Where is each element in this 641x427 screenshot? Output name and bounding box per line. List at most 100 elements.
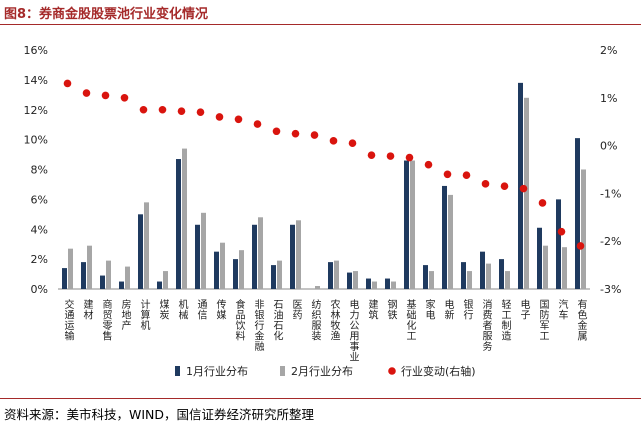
x-tick-label: 消费者服务 — [480, 298, 492, 352]
bar-jan — [157, 281, 162, 289]
change-marker — [386, 152, 395, 160]
legend-swatch-jan — [175, 366, 180, 376]
bar-jan — [328, 262, 333, 289]
bar-jan — [575, 138, 580, 289]
x-tick-label: 纺织服装 — [309, 298, 321, 342]
x-tick-label: 电新 — [442, 298, 454, 321]
bar-feb — [486, 263, 491, 289]
change-marker — [101, 91, 110, 100]
y-right-tick-label: -3% — [600, 283, 621, 296]
change-marker — [253, 120, 262, 128]
bar-jan — [119, 281, 124, 289]
change-marker — [82, 89, 91, 97]
x-tick-label: 交通运输 — [62, 298, 74, 342]
bar-feb — [524, 97, 529, 289]
y-right-tick-label: 0% — [600, 140, 617, 153]
x-tick-label: 汽车 — [556, 298, 568, 321]
bar-jan — [404, 160, 409, 289]
bar-feb — [182, 148, 187, 289]
change-marker — [215, 113, 224, 121]
y-right-tick-label: -1% — [600, 187, 621, 200]
bar-feb — [68, 248, 73, 289]
legend-label-feb: 2月行业分布 — [291, 365, 353, 378]
change-marker — [557, 227, 566, 236]
bar-feb — [277, 260, 282, 289]
change-marker — [367, 151, 376, 159]
bar-jan — [423, 265, 428, 289]
legend-swatch-change — [388, 367, 396, 375]
change-marker — [424, 160, 433, 169]
bar-jan — [271, 265, 276, 289]
bar-feb — [391, 281, 396, 289]
x-tick-label: 建材 — [81, 298, 93, 320]
bar-feb — [334, 260, 339, 289]
change-marker — [576, 242, 585, 250]
bar-jan — [385, 278, 390, 289]
y-left-tick-label: 6% — [31, 193, 48, 206]
x-tick-label: 医药 — [290, 299, 302, 321]
bar-jan — [214, 251, 219, 289]
bar-jan — [442, 185, 447, 289]
bar-jan — [537, 227, 542, 289]
change-marker — [310, 131, 319, 139]
bar-jan — [176, 159, 181, 289]
x-tick-label: 电子 — [518, 298, 530, 320]
x-tick-label: 基础化工 — [404, 298, 416, 341]
y-left-tick-label: 10% — [24, 134, 48, 147]
bar-feb — [144, 202, 149, 289]
bar-jan — [518, 82, 523, 289]
y-left-tick-label: 14% — [24, 74, 48, 87]
x-tick-label: 通信 — [195, 299, 207, 321]
y-left-tick-label: 0% — [31, 283, 48, 296]
bar-feb — [410, 160, 415, 289]
x-tick-label: 银行 — [461, 298, 473, 321]
chart-title: 图8：券商金股股票池行业变化情况 — [4, 7, 209, 22]
y-left-tick-label: 2% — [31, 253, 48, 266]
change-marker — [120, 94, 129, 102]
x-tick-label: 计算机 — [138, 298, 150, 331]
y-right-tick-label: 2% — [600, 44, 617, 57]
bar-feb — [543, 245, 548, 289]
y-right-tick-label: -2% — [600, 235, 621, 248]
change-marker — [481, 180, 490, 188]
x-tick-label: 建筑 — [366, 298, 378, 320]
bar-jan — [233, 259, 238, 289]
bar-jan — [290, 224, 295, 289]
change-marker — [139, 105, 148, 114]
bar-feb — [562, 247, 567, 289]
change-marker — [500, 182, 509, 191]
x-tick-label: 非银行金融 — [252, 299, 264, 352]
legend-label-change: 行业变动(右轴) — [401, 364, 476, 378]
bar-jan — [461, 262, 466, 289]
change-marker — [158, 105, 167, 114]
x-tick-label: 石油石化 — [271, 299, 283, 341]
bar-jan — [81, 262, 86, 289]
x-tick-label: 家电 — [423, 298, 435, 320]
bar-feb — [581, 169, 586, 289]
bar-jan — [138, 214, 143, 289]
x-tick-label: 电力公用事业 — [347, 298, 359, 362]
bar-feb — [125, 266, 130, 289]
bar-jan — [252, 224, 257, 289]
bar-feb — [87, 245, 92, 289]
x-tick-label: 商贸零售 — [100, 298, 112, 342]
change-marker — [63, 79, 72, 88]
bar-jan — [347, 272, 352, 289]
bar-feb — [429, 271, 434, 289]
bar-feb — [296, 220, 301, 289]
x-tick-label: 轻工制造 — [499, 298, 511, 341]
y-left-tick-label: 4% — [31, 223, 48, 236]
change-marker — [177, 107, 186, 115]
bar-feb — [448, 194, 453, 289]
x-tick-label: 房地产 — [119, 298, 131, 331]
y-left-tick-label: 8% — [31, 164, 48, 177]
legend-swatch-feb — [280, 366, 285, 376]
bar-jan — [195, 224, 200, 289]
x-tick-label: 传媒 — [214, 299, 226, 321]
change-marker — [234, 115, 243, 124]
bar-feb — [239, 250, 244, 289]
source-rule — [0, 398, 641, 399]
bar-feb — [505, 271, 510, 289]
bar-feb — [372, 281, 377, 289]
bar-jan — [499, 259, 504, 289]
